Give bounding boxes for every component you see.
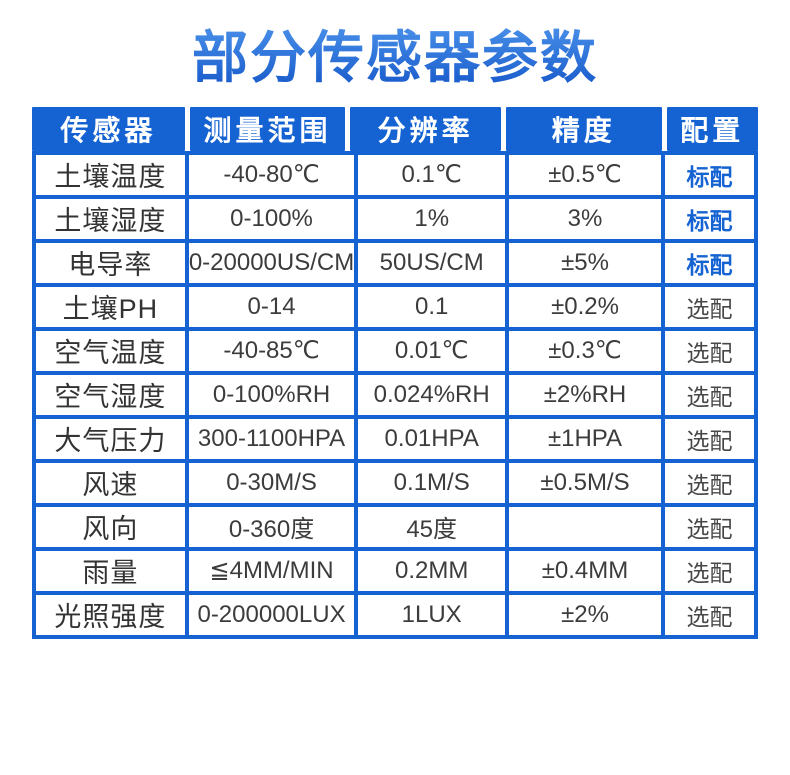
table-body: 土壤温度 -40-80℃ 0.1℃ ±0.5℃ 标配 土壤湿度 0-100% 1% 3% 标配 电导… xyxy=(32,150,758,639)
cell-sensor: 雨量 xyxy=(36,550,185,591)
cell-config: 标配 xyxy=(664,198,754,239)
cell-resolution: 0.1M/S xyxy=(358,462,506,503)
cell-accuracy: ±0.4MM xyxy=(509,550,661,591)
cell-accuracy: ±0.5M/S xyxy=(509,462,661,503)
cell-resolution: 0.01HPA xyxy=(358,418,506,459)
cell-accuracy: ±2% xyxy=(509,594,661,635)
cell-range: 0-14 xyxy=(188,286,355,327)
cell-range: 0-20000US/CM xyxy=(188,242,355,283)
cell-range: 0-100% xyxy=(188,198,355,239)
cell-resolution: 0.2MM xyxy=(358,550,506,591)
cell-range: -40-80℃ xyxy=(188,154,355,195)
cell-accuracy: ±2%RH xyxy=(509,374,661,415)
cell-range: 300-1100HPA xyxy=(188,418,355,459)
cell-resolution: 1LUX xyxy=(358,594,506,635)
column-header-resolution: 分辨率 xyxy=(350,106,501,151)
sensor-spec-table: 传感器 测量范围 分辨率 精度 配置 土壤温度 -40-80℃ 0.1℃ ±0.5℃ 标… xyxy=(32,106,758,639)
cell-resolution: 0.1 xyxy=(358,286,506,327)
cell-accuracy: ±0.5℃ xyxy=(509,154,661,195)
cell-accuracy: ±5% xyxy=(509,242,661,283)
cell-resolution: 50US/CM xyxy=(358,242,506,283)
cell-config: 标配 xyxy=(664,242,754,283)
column-header-config: 配置 xyxy=(666,106,758,151)
cell-resolution: 45度 xyxy=(358,506,506,547)
cell-accuracy: ±0.2% xyxy=(509,286,661,327)
cell-sensor: 风向 xyxy=(36,506,185,547)
cell-sensor: 空气湿度 xyxy=(36,374,185,415)
column-header-accuracy: 精度 xyxy=(505,106,662,151)
cell-accuracy: 3% xyxy=(509,198,661,239)
cell-config: 选配 xyxy=(664,550,754,591)
cell-config: 选配 xyxy=(664,418,754,459)
page: 部分传感器参数 传感器 测量范围 分辨率 精度 配置 土壤温度 -40-80℃ 0.… xyxy=(0,22,790,775)
column-header-range: 测量范围 xyxy=(189,106,346,151)
cell-config: 选配 xyxy=(664,286,754,327)
cell-accuracy: ±0.3℃ xyxy=(509,330,661,371)
cell-accuracy: ±1HPA xyxy=(509,418,661,459)
cell-sensor: 电导率 xyxy=(36,242,185,283)
cell-resolution: 0.024%RH xyxy=(358,374,506,415)
cell-accuracy xyxy=(509,506,661,547)
cell-config: 标配 xyxy=(664,154,754,195)
cell-sensor: 大气压力 xyxy=(36,418,185,459)
column-header-sensor: 传感器 xyxy=(32,106,185,151)
cell-range: 0-100%RH xyxy=(188,374,355,415)
cell-range: ≦4MM/MIN xyxy=(188,550,355,591)
cell-config: 选配 xyxy=(664,374,754,415)
cell-config: 选配 xyxy=(664,506,754,547)
cell-range: 0-30M/S xyxy=(188,462,355,503)
cell-sensor: 风速 xyxy=(36,462,185,503)
cell-resolution: 0.01℃ xyxy=(358,330,506,371)
cell-range: 0-360度 xyxy=(188,506,355,547)
cell-sensor: 土壤PH xyxy=(36,286,185,327)
cell-config: 选配 xyxy=(664,462,754,503)
cell-sensor: 土壤温度 xyxy=(36,154,185,195)
cell-resolution: 1% xyxy=(358,198,506,239)
cell-resolution: 0.1℃ xyxy=(358,154,506,195)
cell-config: 选配 xyxy=(664,594,754,635)
cell-sensor: 土壤湿度 xyxy=(36,198,185,239)
cell-sensor: 空气温度 xyxy=(36,330,185,371)
cell-range: 0-200000LUX xyxy=(188,594,355,635)
cell-range: -40-85℃ xyxy=(188,330,355,371)
cell-config: 选配 xyxy=(664,330,754,371)
page-title: 部分传感器参数 xyxy=(0,22,790,95)
cell-sensor: 光照强度 xyxy=(36,594,185,635)
table-header-row: 传感器 测量范围 分辨率 精度 配置 xyxy=(32,106,758,151)
